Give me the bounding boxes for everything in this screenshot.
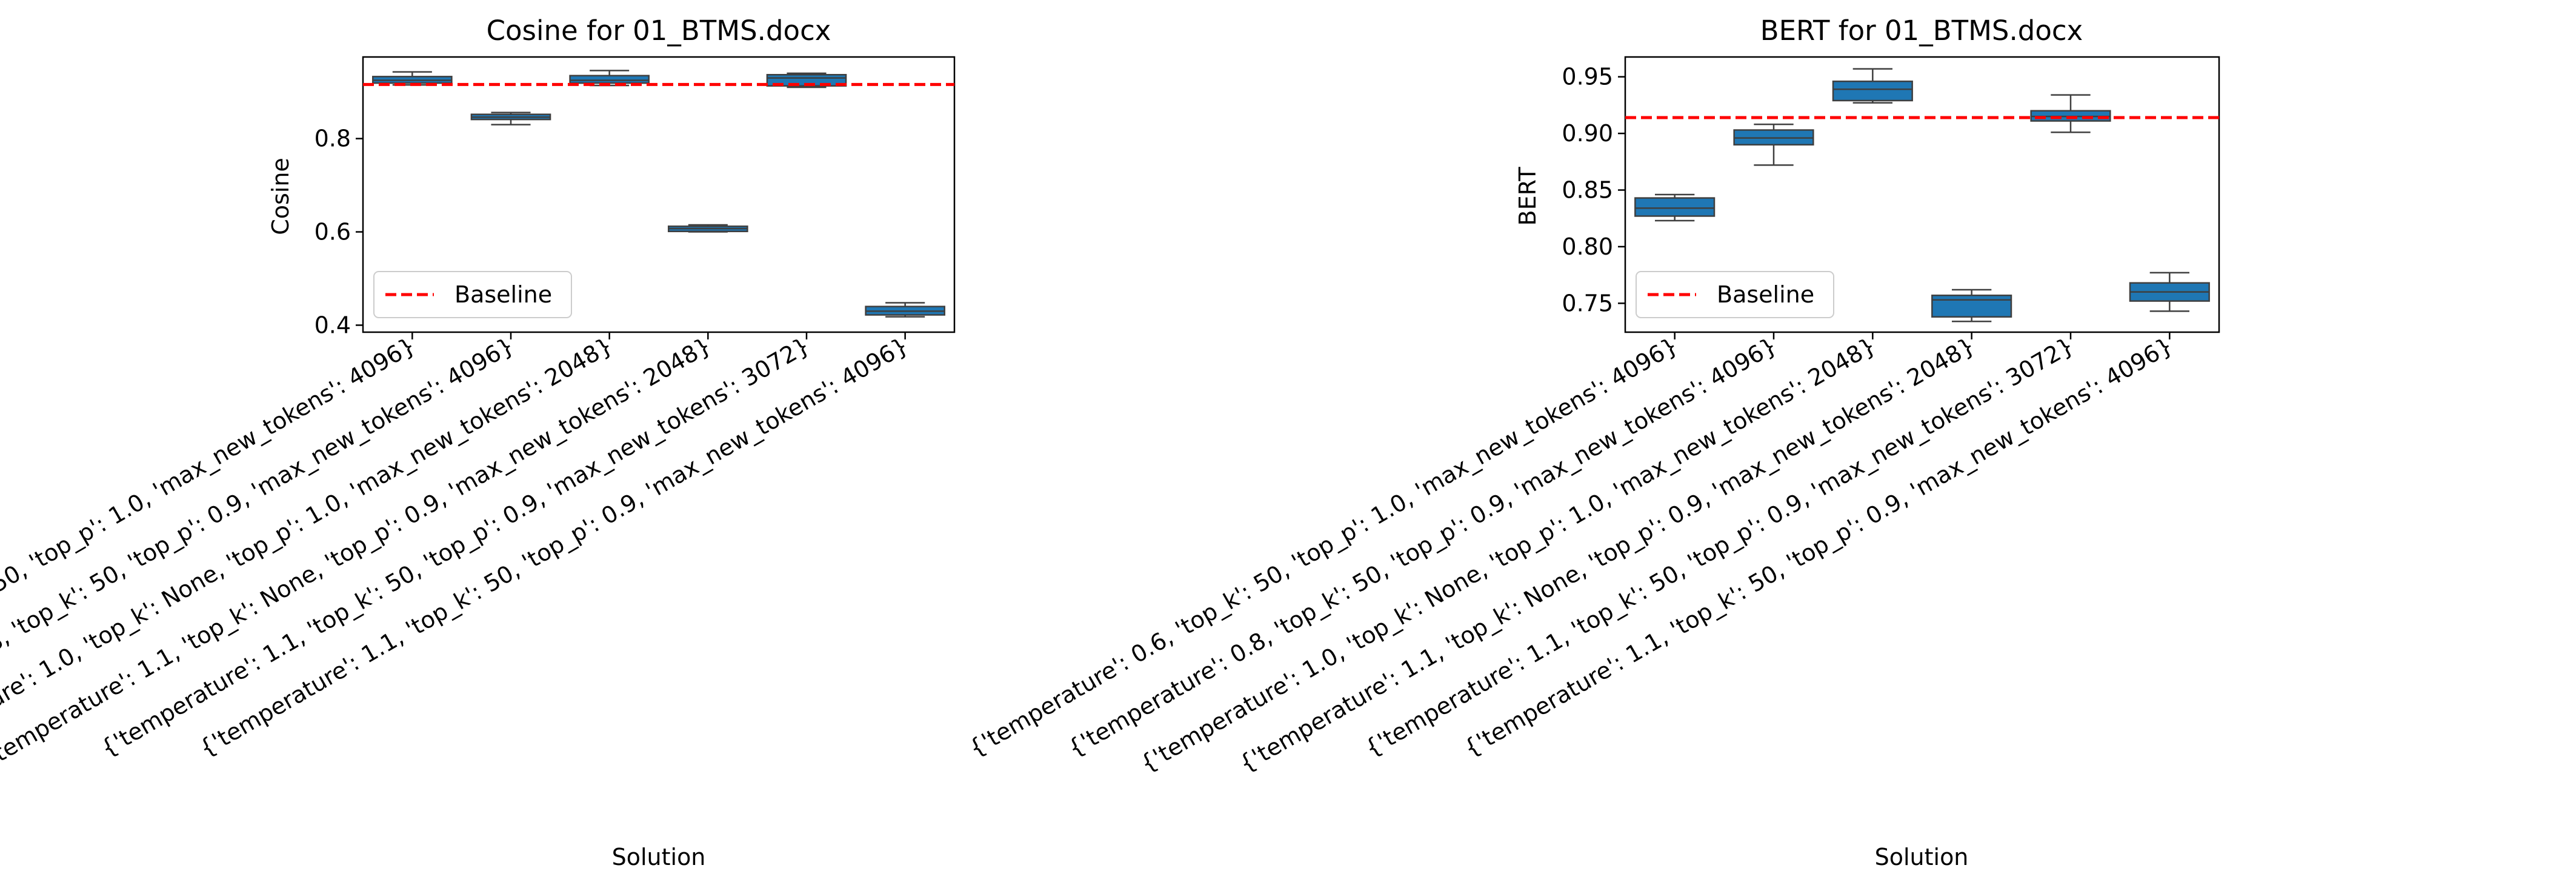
- box: [1931, 295, 2012, 318]
- legend-label: Baseline: [1717, 281, 1814, 308]
- axes-frame: [362, 56, 956, 333]
- legend-frame: [373, 271, 572, 318]
- plot-area: [1624, 56, 2220, 333]
- y-tick-label: 0.95: [1562, 64, 1613, 90]
- y-axis-label: Cosine: [267, 158, 294, 235]
- box: [1832, 80, 1913, 102]
- chart-title: BERT for 01_BTMS.docx: [1760, 15, 2083, 47]
- y-tick-label: 0.4: [315, 312, 351, 338]
- box-series: [1625, 68, 2219, 322]
- x-axis-label: Solution: [1875, 844, 1969, 870]
- x-axis-label: Solution: [612, 844, 706, 870]
- legend-label: Baseline: [454, 281, 552, 308]
- y-tick-label: 0.80: [1562, 233, 1613, 260]
- y-axis: 0.75 0.80 0.85 0.90 0.95: [1562, 64, 1625, 316]
- box: [1634, 197, 1716, 217]
- box-series: [363, 70, 954, 318]
- y-tick-label: 0.6: [315, 219, 351, 245]
- y-tick-label: 0.8: [315, 125, 351, 152]
- y-axis: 0.4 0.6 0.8: [315, 125, 363, 338]
- y-tick-label: 0.90: [1562, 120, 1613, 147]
- y-tick-label: 0.75: [1562, 290, 1613, 316]
- box: [569, 75, 650, 84]
- chart-title: Cosine for 01_BTMS.docx: [487, 15, 831, 47]
- legend: Baseline: [373, 271, 572, 318]
- axes-frame: [1624, 56, 2220, 333]
- legend: Baseline: [1636, 271, 1834, 318]
- y-tick-label: 0.85: [1562, 177, 1613, 204]
- y-axis-label: BERT: [1514, 167, 1541, 226]
- plot-area: [362, 56, 956, 333]
- legend-frame: [1636, 271, 1834, 318]
